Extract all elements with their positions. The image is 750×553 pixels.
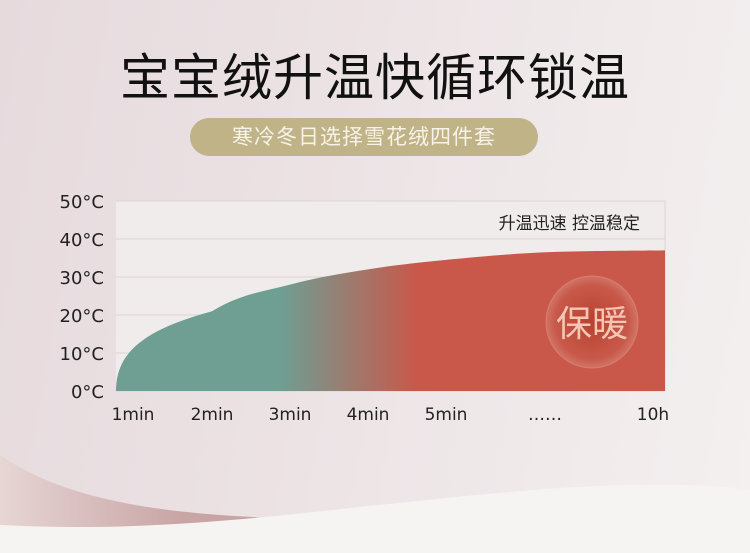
warmth-badge-text: 保暖 (556, 304, 628, 345)
warmth-badge-circle (545, 275, 639, 369)
x-tick-label: 3min (269, 405, 312, 425)
y-tick-label: 20°C (60, 306, 104, 327)
y-tick-label: 10°C (60, 344, 104, 365)
y-tick-label: 40°C (60, 230, 104, 251)
x-tick-label: 5min (425, 405, 468, 425)
x-tick-label: 4min (347, 405, 390, 425)
x-tick-label: 1min (112, 405, 155, 425)
y-tick-label: 30°C (60, 268, 104, 289)
page-title: 宝宝绒升温快循环锁温 (120, 49, 630, 107)
temperature-area (116, 250, 665, 391)
y-tick-label: 0°C (71, 382, 104, 403)
y-tick-label: 50°C (60, 192, 104, 213)
chart-annotation: 升温迅速 控温稳定 (499, 214, 640, 234)
x-tick-label: 2min (191, 405, 234, 425)
x-tick-label: …… (528, 405, 562, 425)
swoosh-shape (0, 455, 360, 533)
x-tick-label: 10h (637, 405, 669, 425)
swoosh-base (0, 484, 750, 553)
subtitle-pill: 寒冷冬日选择雪花绒四件套 (190, 118, 538, 156)
